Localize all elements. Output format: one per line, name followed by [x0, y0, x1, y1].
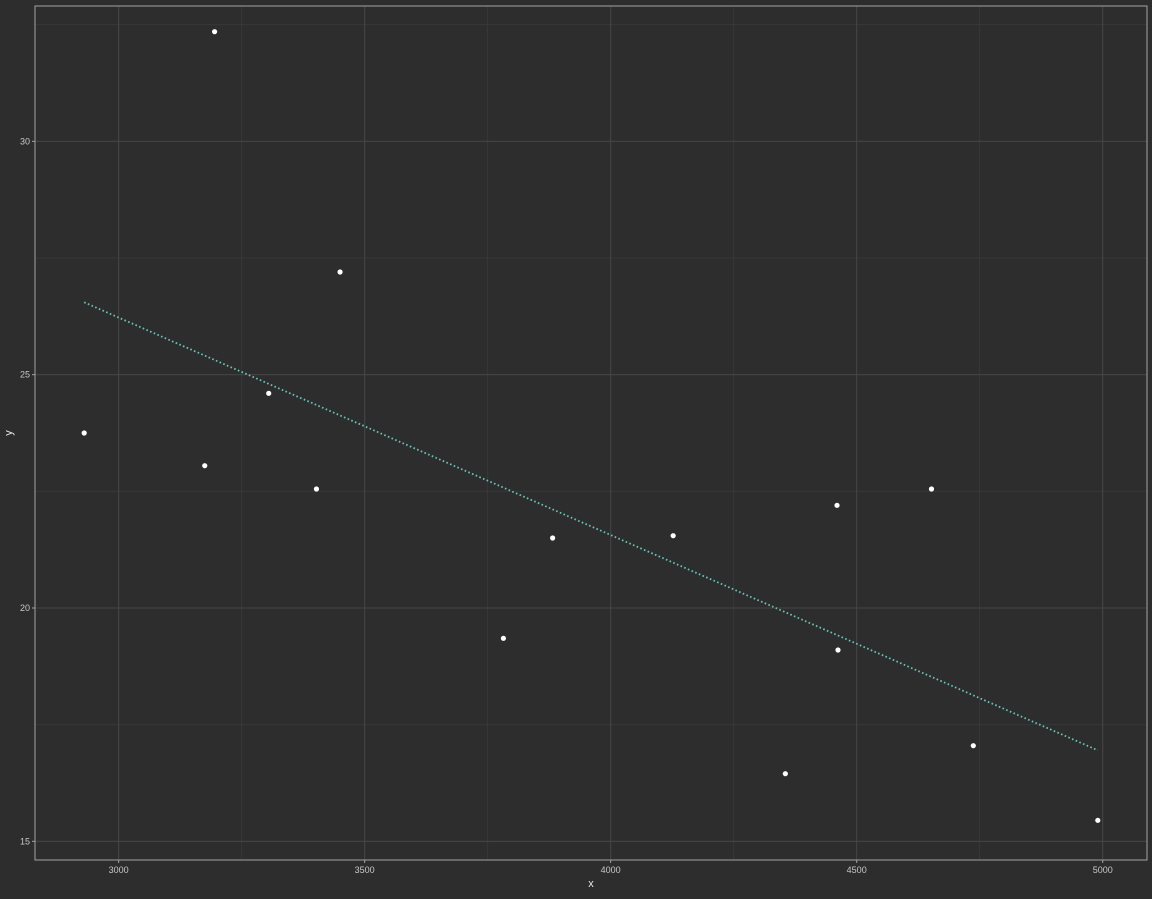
trend-line	[83, 301, 1099, 752]
data-point	[211, 29, 218, 35]
data-point	[834, 502, 840, 508]
data-point	[550, 535, 556, 541]
y-axis-title: y	[3, 430, 15, 436]
x-axis-title: x	[588, 878, 594, 890]
y-tick-label: 25	[20, 370, 30, 380]
y-tick-label: 20	[20, 603, 30, 613]
x-tick-label: 3500	[355, 865, 375, 875]
y-tick-label: 30	[20, 136, 30, 146]
data-point	[266, 390, 272, 396]
x-tick-label: 3000	[109, 865, 129, 875]
data-point	[202, 463, 208, 469]
data-point	[670, 533, 676, 539]
data-point	[500, 635, 507, 641]
plot-panel	[35, 6, 1147, 860]
data-point	[313, 486, 320, 492]
x-tick-label: 4500	[847, 865, 867, 875]
data-point	[970, 743, 976, 749]
data-point	[1095, 817, 1101, 823]
x-tick-label: 5000	[1093, 865, 1113, 875]
data-point	[928, 486, 935, 492]
data-point	[835, 647, 841, 653]
data-point	[782, 771, 788, 777]
data-point	[337, 269, 343, 275]
panel-border	[34, 5, 1148, 861]
y-tick-label: 15	[20, 836, 30, 846]
x-tick-label: 4000	[601, 865, 621, 875]
data-point	[81, 430, 87, 436]
